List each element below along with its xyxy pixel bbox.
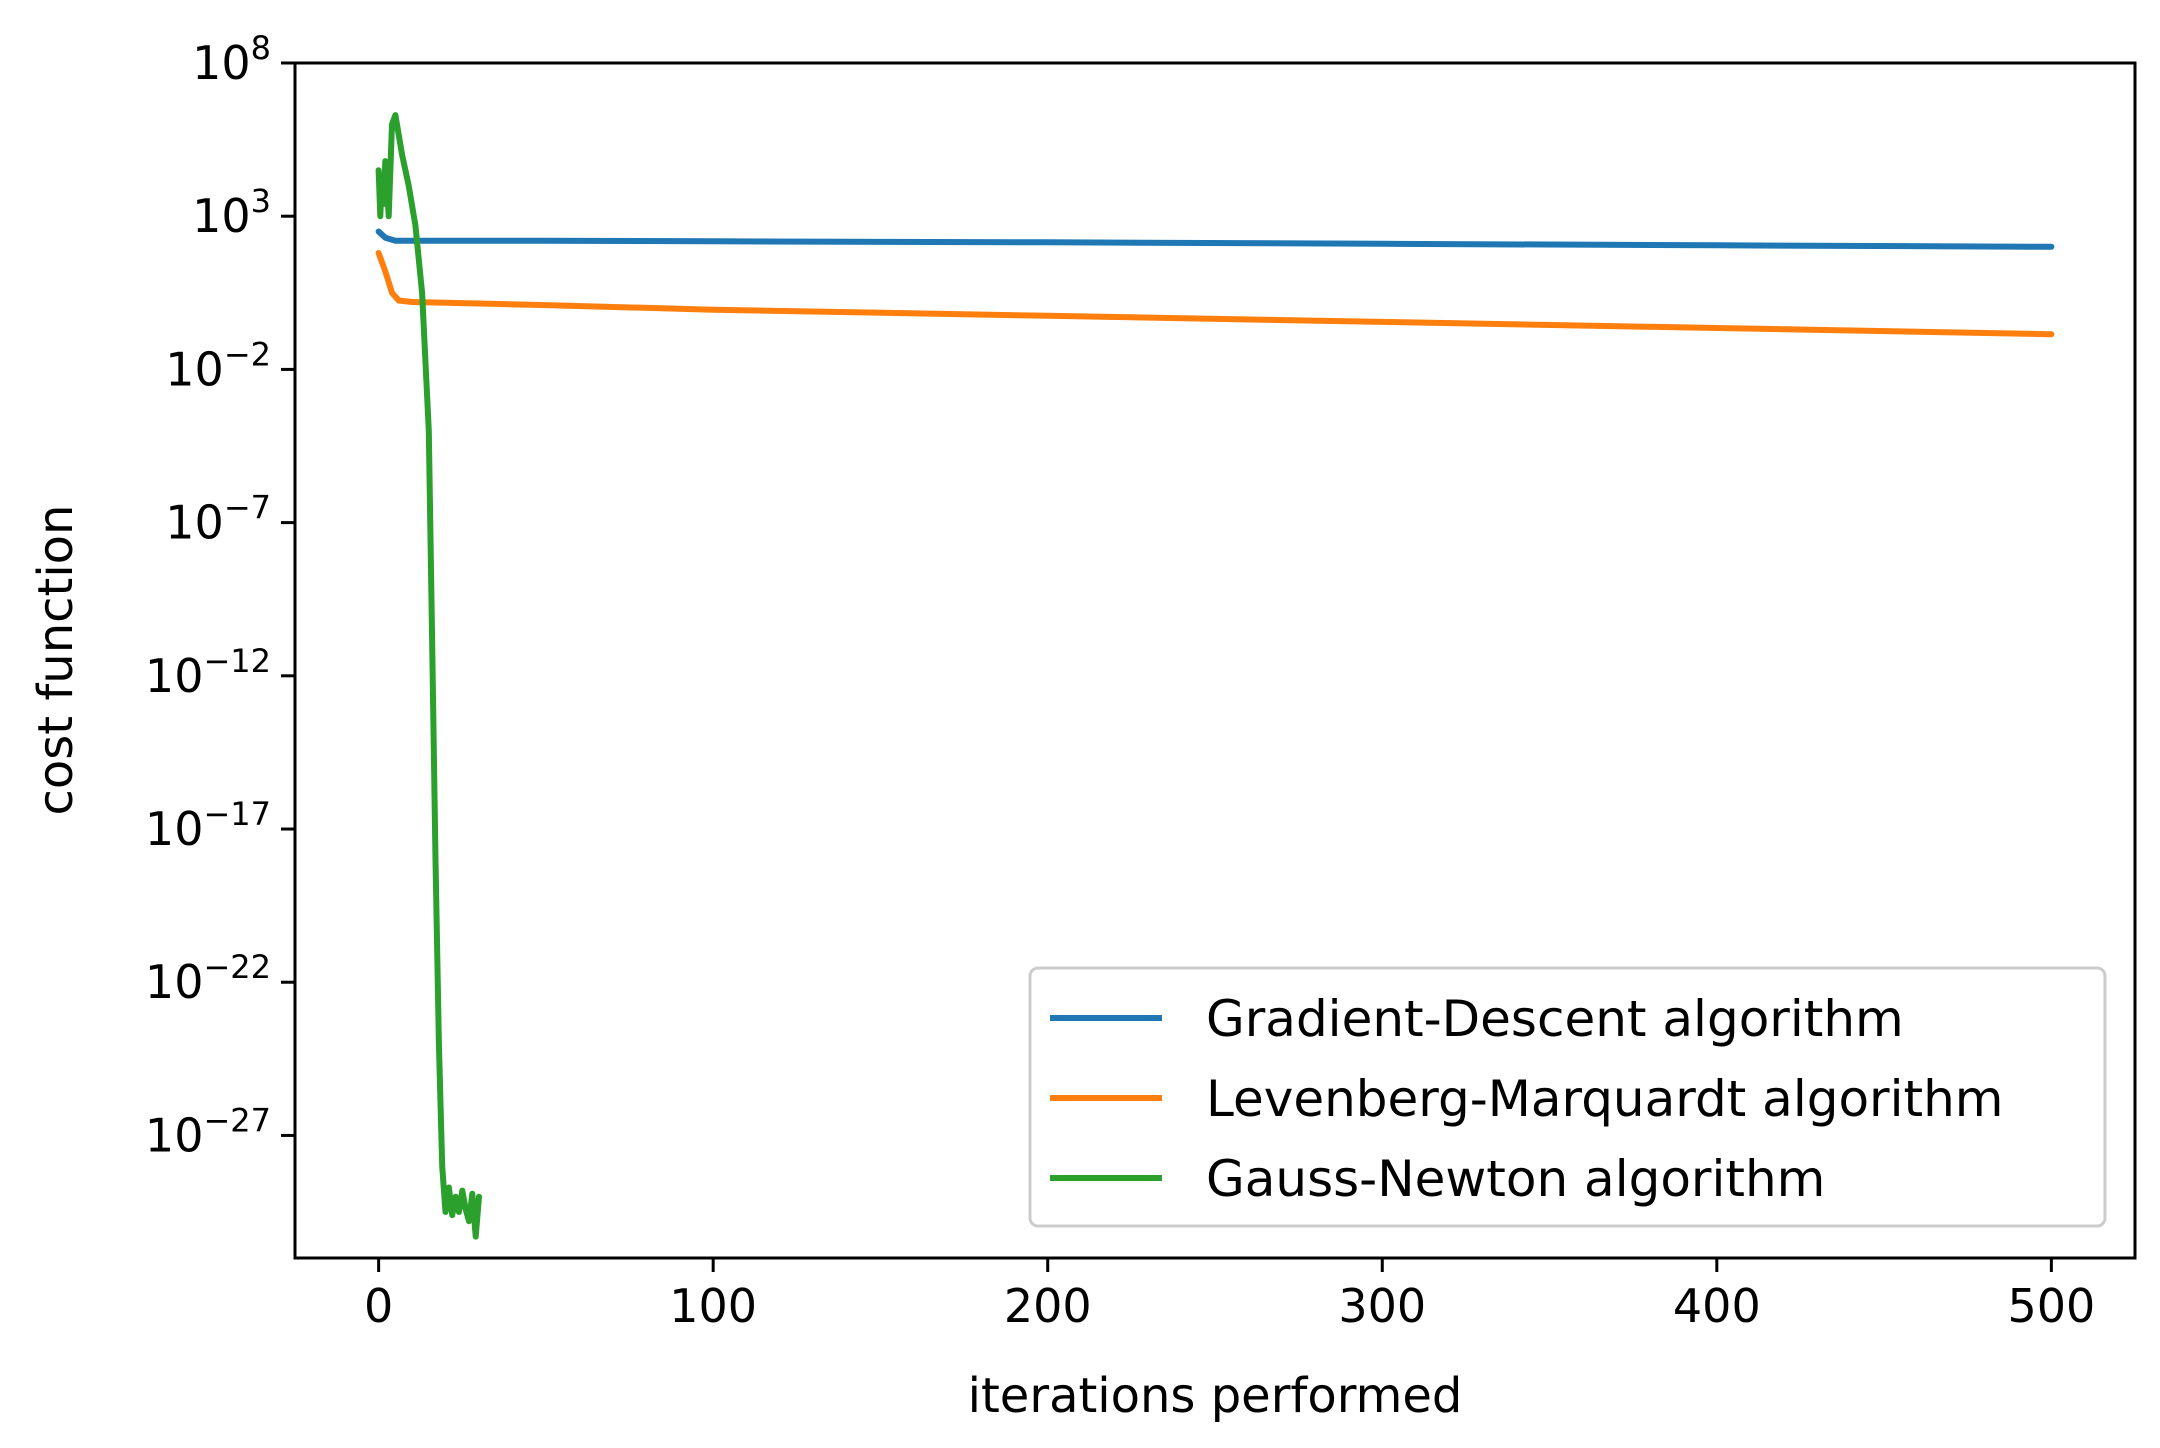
series-layer xyxy=(375,112,2055,1240)
legend: Gradient-Descent algorithm Levenberg-Marq… xyxy=(1028,966,2107,1228)
x-axis-title: iterations performed xyxy=(968,1368,1463,1424)
x-tick-label-3: 300 xyxy=(1338,1279,1426,1333)
x-tick-label-0: 0 xyxy=(364,1279,393,1333)
x-tick-label-4: 400 xyxy=(1673,1279,1761,1333)
plot-frame xyxy=(293,61,2137,1260)
series-line-0 xyxy=(375,228,2055,250)
y-tick-label-7: 10−27 xyxy=(145,1101,271,1162)
legend-label-2: Gauss-Newton algorithm xyxy=(1206,1150,1825,1208)
legend-label-0: Gradient-Descent algorithm xyxy=(1206,990,1904,1048)
y-tick-label-5: 10−17 xyxy=(145,795,271,856)
y-tick-label-4: 10−12 xyxy=(145,642,271,703)
series-line-1 xyxy=(375,250,2055,338)
x-tick-label-2: 200 xyxy=(1004,1279,1092,1333)
y-axis: 108 103 10−2 10−7 10−12 10−17 10−22 10−27 xyxy=(145,29,295,1162)
x-tick-label-1: 100 xyxy=(669,1279,757,1333)
y-tick-label-6: 10−22 xyxy=(145,948,271,1009)
x-tick-label-5: 500 xyxy=(2007,1279,2095,1333)
x-axis: 0 100 200 300 400 500 xyxy=(364,1258,2095,1333)
legend-box xyxy=(1028,966,2107,1228)
y-tick-label-0: 108 xyxy=(192,29,271,90)
y-tick-label-2: 10−2 xyxy=(165,335,271,396)
series-line-2 xyxy=(375,112,482,1240)
legend-label-1: Levenberg-Marquardt algorithm xyxy=(1206,1070,2004,1128)
y-axis-title: cost function xyxy=(28,505,84,816)
y-tick-label-1: 103 xyxy=(192,182,271,243)
y-tick-label-3: 10−7 xyxy=(165,489,271,550)
